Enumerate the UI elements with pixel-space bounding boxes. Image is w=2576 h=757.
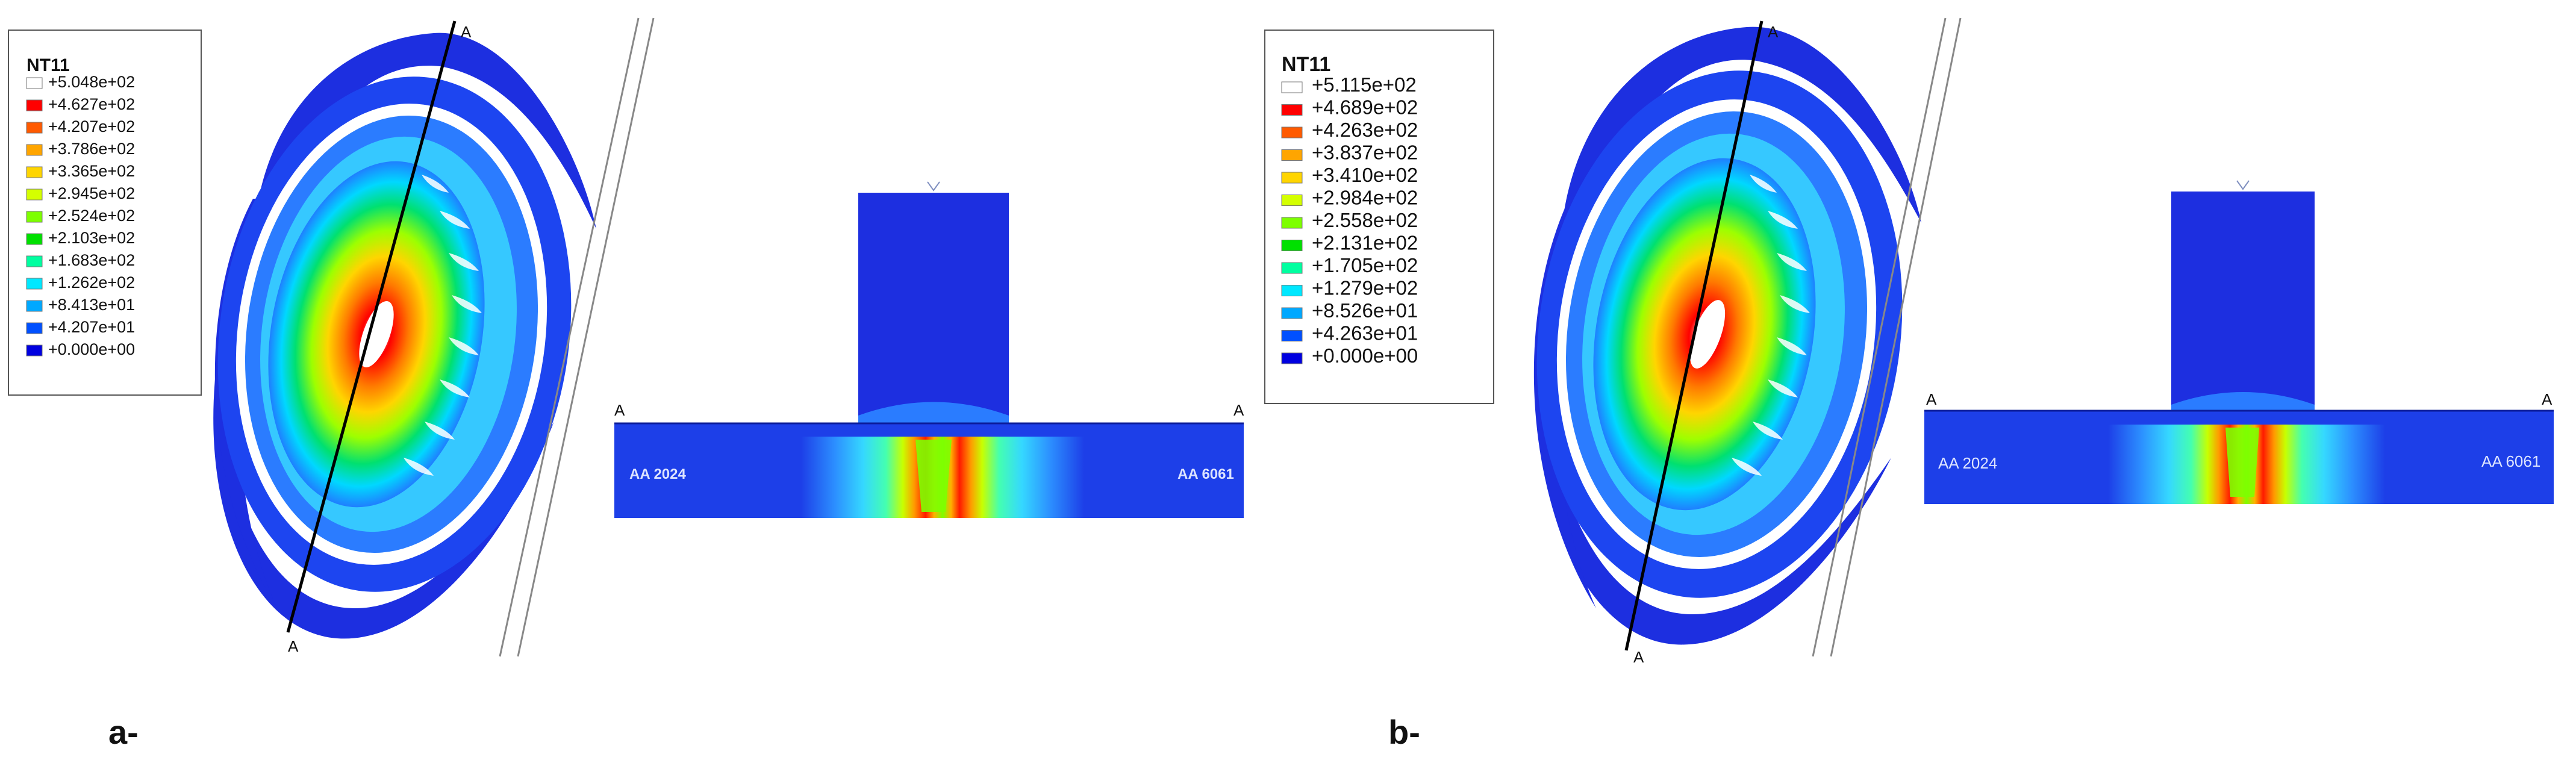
tool-pin [858, 193, 1009, 425]
legend-swatch [1281, 262, 1303, 274]
legend-swatch [1281, 352, 1303, 364]
legend-a: NT11 +5.048e+02 +4.627e+02 +4.207e+02 +3.78… [8, 30, 202, 396]
legend-swatch [26, 233, 43, 245]
legend-value: +1.279e+02 [1312, 277, 1418, 299]
legend-swatch [1281, 307, 1303, 319]
legend-swatch [1281, 81, 1303, 93]
legend-swatch [1281, 172, 1303, 184]
section-mark-top: A [1768, 23, 1779, 41]
legend-value: +2.131e+02 [1312, 232, 1418, 254]
legend-value: +3.786e+02 [48, 140, 135, 158]
legend-value: +4.263e+02 [1312, 119, 1418, 141]
legend-swatch [26, 188, 43, 201]
legend-swatch [26, 122, 43, 134]
legend-value: +1.683e+02 [48, 251, 135, 269]
nugget [2225, 428, 2259, 497]
legend-value: +4.689e+02 [1312, 96, 1418, 119]
panel-b: NT11 +5.115e+02+4.689e+02+4.263e+02+3.83… [1264, 17, 2554, 751]
legend-swatch [1281, 330, 1303, 341]
legend-swatch [1281, 195, 1303, 206]
material-left-label: AA 2024 [1938, 454, 1997, 472]
section-mark-right: A [1233, 401, 1244, 419]
material-right-label: AA 6061 [1177, 466, 1234, 482]
legend-value: +5.048e+02 [48, 73, 135, 91]
legend-value: +2.558e+02 [1312, 209, 1418, 231]
legend-swatch [26, 344, 43, 357]
tool-tip-mark [927, 181, 940, 192]
legend-items: +5.115e+02+4.689e+02+4.263e+02+3.837e+02… [1281, 73, 1418, 367]
plan-view-a: A A [213, 17, 655, 657]
spiral-slits [404, 175, 482, 476]
material-left-label: AA 2024 [629, 466, 686, 482]
nugget [915, 440, 952, 512]
legend-swatch [26, 278, 43, 290]
legend-value: +4.207e+02 [48, 117, 135, 136]
legend-value: +0.000e+00 [1312, 344, 1418, 367]
section-mark-bottom: A [288, 637, 299, 655]
plate-edge-1 [499, 17, 640, 657]
legend-swatch [26, 300, 43, 312]
legend-value: +5.115e+02 [1312, 73, 1417, 96]
legend-swatch [1281, 285, 1303, 296]
legend-swatch [26, 322, 43, 334]
plate-edge-1 [1812, 17, 1947, 657]
legend-swatch [1281, 240, 1303, 251]
legend-title: NT11 [27, 55, 70, 75]
legend-value: +4.263e+01 [1312, 322, 1418, 344]
panel-a: NT11 +5.048e+02 +4.627e+02 +4.207e+02 +3.78… [8, 17, 1244, 751]
section-mark-left: A [1926, 390, 1937, 408]
plan-view-b: A A [1533, 17, 1962, 666]
legend-value: +2.945e+02 [48, 184, 135, 202]
section-mark-left: A [614, 401, 625, 419]
legend-b: NT11 +5.115e+02+4.689e+02+4.263e+02+3.83… [1264, 30, 1494, 404]
legend-swatch [26, 144, 43, 156]
tool-tip-mark [2236, 180, 2250, 190]
legend-value: +2.984e+02 [1312, 187, 1418, 209]
section-mark-bottom: A [1633, 648, 1644, 666]
spiral-slits [1732, 175, 1810, 476]
legend-swatch [1281, 217, 1303, 229]
material-right-label: AA 6061 [2481, 452, 2540, 470]
legend-value: +1.705e+02 [1312, 254, 1418, 276]
legend-swatch [26, 99, 43, 111]
center-white [1689, 300, 1726, 369]
plate-edge-2 [1830, 17, 1962, 657]
section-line [1624, 20, 1764, 651]
legend-swatch [26, 211, 43, 223]
legend-value: +8.413e+01 [48, 296, 135, 314]
section-mark-top: A [461, 23, 472, 41]
section-mark-right: A [2542, 390, 2553, 408]
legend-swatch [1281, 149, 1303, 161]
legend-value: +2.524e+02 [48, 207, 135, 225]
legend-value: +3.365e+02 [48, 162, 135, 180]
legend-items: +5.048e+02 +4.627e+02 +4.207e+02 +3.786e+02… [26, 73, 135, 358]
tool-pin [2171, 192, 2315, 416]
legend-swatch [26, 166, 43, 178]
panel-label-a: a- [108, 713, 139, 751]
panel-label-b: b- [1388, 713, 1420, 751]
legend-title: NT11 [1282, 53, 1330, 76]
flash-arc-top [1560, 26, 1921, 326]
flash-arc-bottom [1540, 367, 1891, 645]
legend-value: +2.103e+02 [48, 229, 135, 247]
legend-swatch [26, 77, 43, 89]
legend-value: +0.000e+00 [48, 340, 135, 358]
legend-value: +3.410e+02 [1312, 164, 1418, 186]
cross-section-b: A A AA 2024 AA 6061 [1924, 180, 2554, 504]
section-line [286, 20, 457, 633]
legend-box [1264, 30, 1494, 404]
legend-swatch [26, 255, 43, 267]
plate-edge-2 [517, 17, 655, 657]
center-white [359, 301, 394, 368]
legend-value: +3.837e+02 [1312, 142, 1418, 164]
legend-value: +1.262e+02 [48, 273, 135, 291]
legend-swatch [1281, 126, 1303, 139]
cross-section-a: A A AA 2024 AA 6061 [614, 181, 1244, 518]
legend-value: +4.627e+02 [48, 95, 135, 113]
legend-value: +8.526e+01 [1312, 299, 1418, 322]
legend-value: +4.207e+01 [48, 318, 135, 336]
legend-swatch [1281, 104, 1303, 116]
shoulder-blend [858, 402, 1009, 428]
